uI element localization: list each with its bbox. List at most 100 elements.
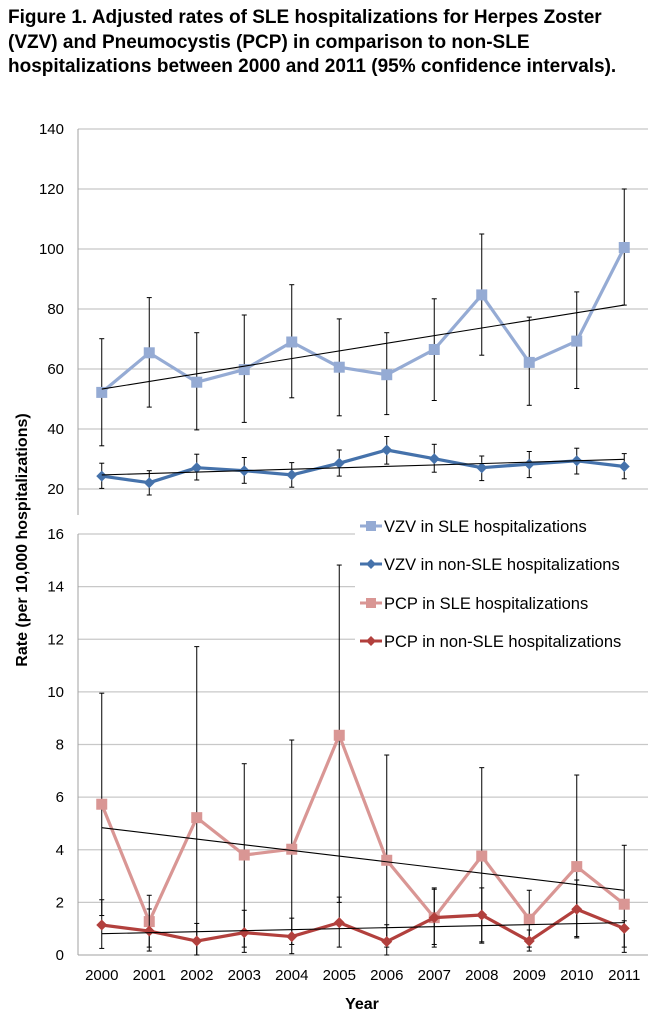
x-tick-label: 2000 [85,967,118,984]
legend-diamond-marker [366,559,376,569]
data-point-diamond [191,935,203,947]
legend-square-marker [366,521,376,531]
data-point-diamond [333,457,345,469]
data-point-diamond [381,936,393,948]
y-tick-label: 2 [56,894,64,911]
data-point-square [286,336,298,348]
data-point-square [523,356,535,368]
y-tick-label: 40 [47,421,64,438]
y-tick-label: 6 [56,789,64,806]
legend-item: VZV in SLE hospitalizations [360,518,587,536]
y-tick-label: 8 [56,737,64,754]
legend-label: PCP in SLE hospitalizations [384,595,588,613]
trendline [101,922,625,935]
series-line [100,733,626,924]
x-tick-label: 2002 [180,967,213,984]
y-tick-label: 100 [39,241,64,258]
data-point-diamond [618,922,630,934]
data-point-diamond [476,462,488,474]
trendline [101,458,625,476]
data-point-square [333,729,345,741]
x-tick-label: 2007 [418,967,451,984]
data-point-square [96,798,108,810]
gridlines [78,128,648,903]
data-point-diamond [143,477,155,489]
data-point-square [523,913,535,925]
data-point-diamond [618,461,630,472]
figure-title: Figure 1. Adjusted rates of SLE hospital… [8,7,617,77]
series-line [100,246,626,394]
data-point-diamond [286,931,298,943]
x-tick-label: 2003 [228,967,261,984]
x-tick-label: 2001 [133,967,166,984]
data-point-square [381,854,393,866]
data-point-square [96,386,108,398]
legend-item: PCP in SLE hospitalizations [360,595,588,613]
series-vzv-in-non-sle-hospitalizations [96,436,630,496]
data-point-square [618,242,630,253]
y-tick-label: 60 [47,361,64,378]
data-point-diamond [96,919,108,931]
y-tick-label: 80 [47,301,64,318]
data-point-diamond [333,917,345,929]
series-pcp-in-non-sle-hospitalizations [96,879,630,956]
data-point-diamond [191,462,203,474]
y-tick-label: 16 [47,526,64,543]
y-tick-label: 20 [47,481,64,498]
data-point-square [476,850,488,862]
legend-label: VZV in SLE hospitalizations [384,518,587,536]
y-tick-label: 12 [47,631,64,648]
data-point-square [476,289,488,301]
data-point-square [143,347,155,359]
series-line [101,907,625,944]
data-point-diamond [523,935,535,947]
data-point-diamond [286,469,298,481]
data-point-diamond [238,927,250,939]
legend-item: VZV in non-SLE hospitalizations [360,556,620,574]
x-tick-label: 2009 [513,967,546,984]
data-point-square [238,849,250,861]
y-tick-label: 4 [56,842,64,859]
data-point-square [238,364,250,376]
y-tick-label: 10 [47,684,64,701]
x-tick-label: 2006 [370,967,403,984]
x-tick-label: 2011 [608,967,640,984]
data-point-square [381,369,393,381]
data-point-diamond [143,925,155,937]
x-tick-label: 2008 [465,967,498,984]
legend-item: PCP in non-SLE hospitalizations [360,633,621,651]
data-point-diamond [381,444,393,456]
y-tick-label: 140 [39,121,64,138]
x-tick-label: 2004 [275,967,308,984]
data-point-diamond [571,903,583,915]
trendline [101,827,625,891]
legend: VZV in SLE hospitalizations VZV in non-SL… [360,518,621,651]
x-tick-label: 2010 [560,967,593,984]
axes: 20 40 60 80 100 120 140 0 2 4 6 8 10 12 14 16 2000 2001 20… [39,121,648,984]
data-point-square [191,376,203,388]
series-pcp-in-sle-hospitalizations [96,564,630,956]
x-tick-label: 2005 [323,967,356,984]
data-point-diamond [523,458,535,470]
y-tick-label: 120 [39,181,64,198]
data-point-diamond [96,470,108,482]
data-point-square [333,361,345,373]
legend-square-marker [366,598,376,608]
data-point-square [571,335,583,347]
x-axis-label: Year [345,996,379,1013]
data-point-square [428,344,440,355]
y-tick-label: 14 [47,579,64,596]
y-axis-label: Rate (per 10,000 hospitalizations) [14,413,31,666]
data-point-square [571,861,583,873]
data-point-square [618,898,630,910]
data-point-diamond [476,909,488,921]
legend-label: PCP in non-SLE hospitalizations [384,633,621,651]
legend-label: VZV in non-SLE hospitalizations [384,556,620,574]
data-point-square [191,812,203,824]
data-point-diamond [428,453,440,465]
series-vzv-in-sle-hospitalizations [96,188,630,447]
chart-marks [96,188,630,956]
legend-diamond-marker [366,636,376,646]
series-line [101,448,625,485]
